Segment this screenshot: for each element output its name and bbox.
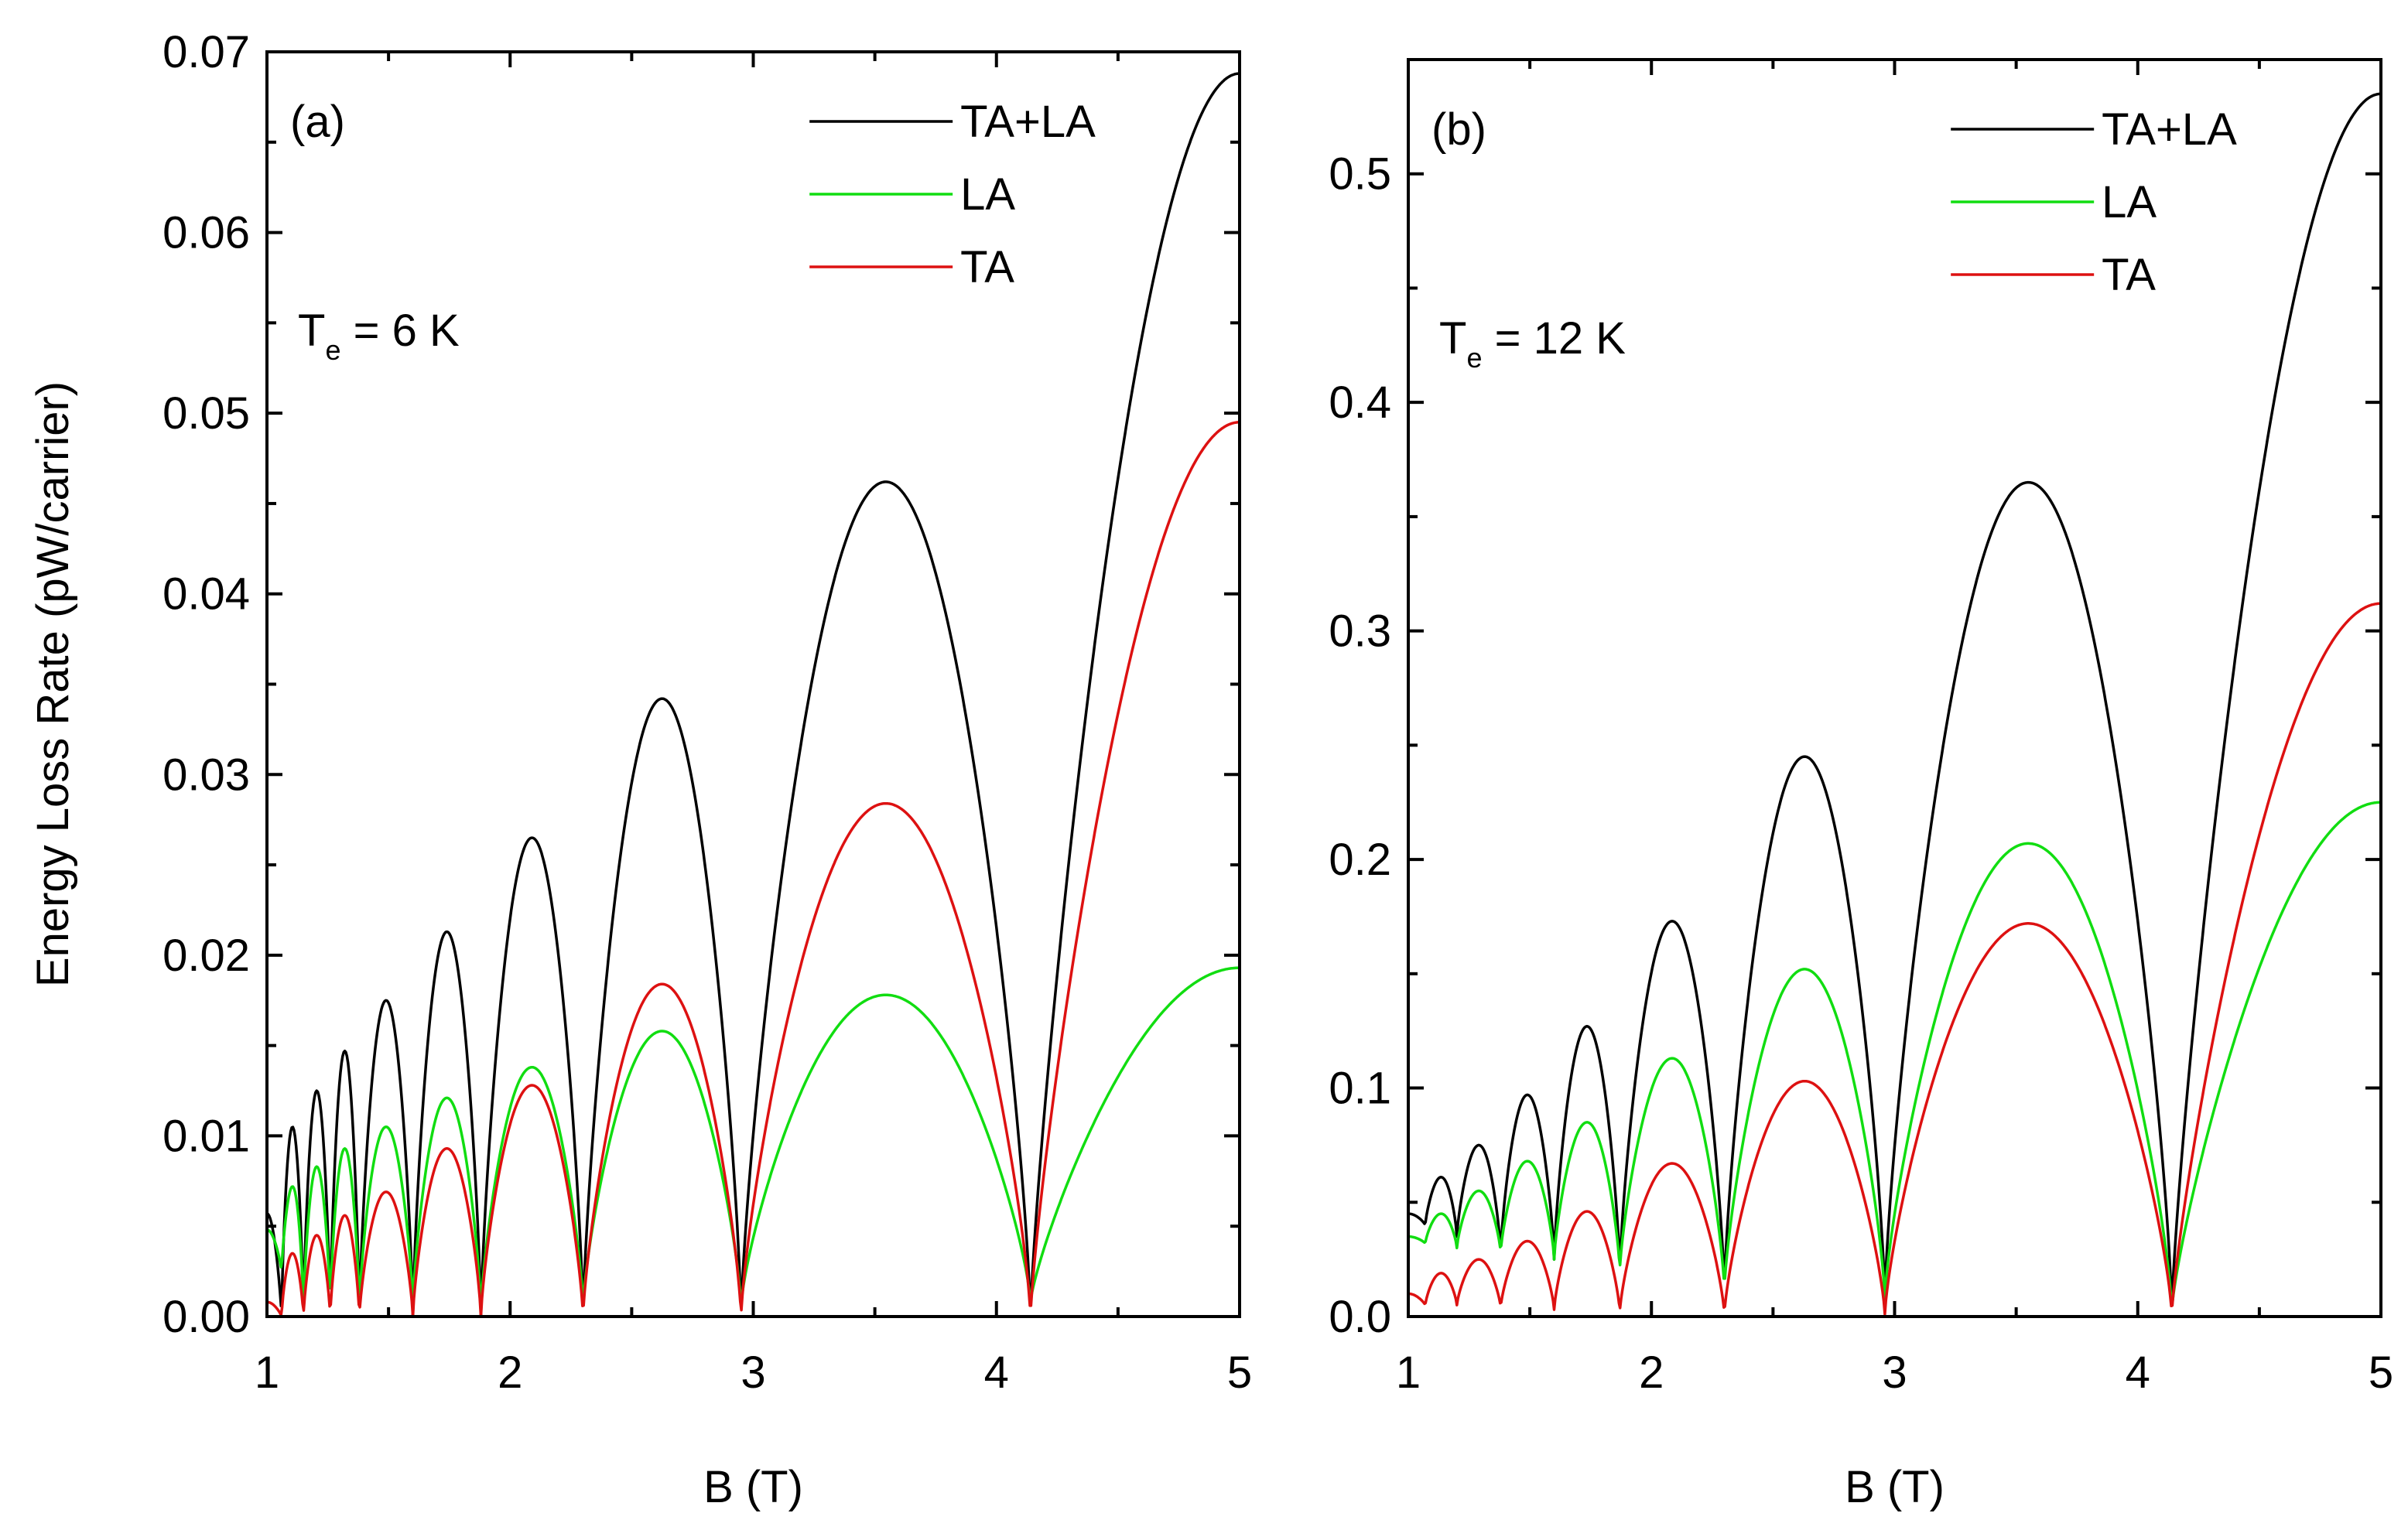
panel-a-ticks bbox=[265, 50, 1241, 1318]
panel-a-tick-labels: 1 2 3 4 5 0.00 0.01 0.02 0.03 0.04 0.05 0.06 0.07 bbox=[162, 27, 1252, 1398]
panel-b: 1 2 3 4 5 0.0 0.1 0.2 0.3 0.4 0.5 (b) Te = 12 K TA… bbox=[1329, 58, 2393, 1512]
panel-b-temperature-label: Te = 12 K bbox=[1439, 313, 1626, 374]
legend-label: TA bbox=[2102, 250, 2156, 300]
panel-b-x-axis-label: B (T) bbox=[1845, 1462, 1945, 1512]
legend-label: LA bbox=[2102, 177, 2157, 227]
y-tick-label: 0.1 bbox=[1329, 1064, 1391, 1114]
y-tick-label: 0.01 bbox=[162, 1111, 250, 1161]
panel-b-legend: TA+LA LA TA bbox=[1951, 104, 2237, 300]
panel-a-x-axis-label: B (T) bbox=[703, 1462, 803, 1512]
x-tick-label: 2 bbox=[1639, 1347, 1664, 1398]
legend-label: TA+LA bbox=[960, 97, 1096, 147]
x-tick-label: 1 bbox=[1396, 1347, 1421, 1398]
series-la bbox=[1408, 801, 2382, 1305]
x-tick-label: 5 bbox=[2369, 1347, 2393, 1398]
x-tick-label: 4 bbox=[984, 1347, 1009, 1398]
panel-b-tag: (b) bbox=[1431, 104, 1486, 155]
x-tick-label: 2 bbox=[498, 1347, 522, 1398]
series-la bbox=[266, 966, 1240, 1311]
panel-b-tick-labels: 1 2 3 4 5 0.0 0.1 0.2 0.3 0.4 0.5 bbox=[1329, 149, 2393, 1398]
y-tick-label: 0.02 bbox=[162, 931, 250, 981]
series-ta-plus-la bbox=[1408, 92, 2382, 1300]
panel-a: 1 2 3 4 5 0.00 0.01 0.02 0.03 0.04 0.05 0.06 0.07 (a… bbox=[28, 27, 1252, 1512]
panel-b-ticks bbox=[1407, 58, 2382, 1318]
x-tick-label: 4 bbox=[2126, 1347, 2150, 1398]
y-tick-label: 0.04 bbox=[162, 569, 250, 620]
y-tick-label: 0.00 bbox=[162, 1292, 250, 1342]
y-tick-label: 0.5 bbox=[1329, 149, 1391, 200]
y-tick-label: 0.05 bbox=[162, 388, 250, 439]
y-tick-label: 0.0 bbox=[1329, 1292, 1391, 1342]
x-tick-label: 1 bbox=[255, 1347, 279, 1398]
series-ta bbox=[1408, 602, 2382, 1316]
legend-label: TA+LA bbox=[2102, 104, 2237, 155]
x-tick-label: 3 bbox=[741, 1347, 765, 1398]
y-tick-label: 0.3 bbox=[1329, 606, 1391, 657]
panel-a-y-axis-label: Energy Loss Rate (pW/carrier) bbox=[28, 381, 78, 987]
y-tick-label: 0.06 bbox=[162, 208, 250, 258]
x-tick-label: 5 bbox=[1227, 1347, 1252, 1398]
x-tick-label: 3 bbox=[1882, 1347, 1907, 1398]
series-ta-plus-la bbox=[266, 72, 1240, 1318]
y-tick-label: 0.07 bbox=[162, 27, 250, 77]
y-tick-label: 0.03 bbox=[162, 750, 250, 800]
panel-a-temperature-label: Te = 6 K bbox=[298, 306, 460, 366]
panel-a-series bbox=[266, 72, 1240, 1318]
panel-a-tag: (a) bbox=[290, 97, 345, 147]
legend-label: LA bbox=[960, 169, 1015, 220]
series-ta bbox=[266, 421, 1240, 1318]
y-tick-label: 0.2 bbox=[1329, 835, 1391, 885]
y-tick-label: 0.4 bbox=[1329, 377, 1391, 428]
panel-b-series bbox=[1408, 92, 2382, 1316]
legend-label: TA bbox=[960, 242, 1014, 292]
panel-a-legend: TA+LA LA TA bbox=[809, 97, 1096, 292]
